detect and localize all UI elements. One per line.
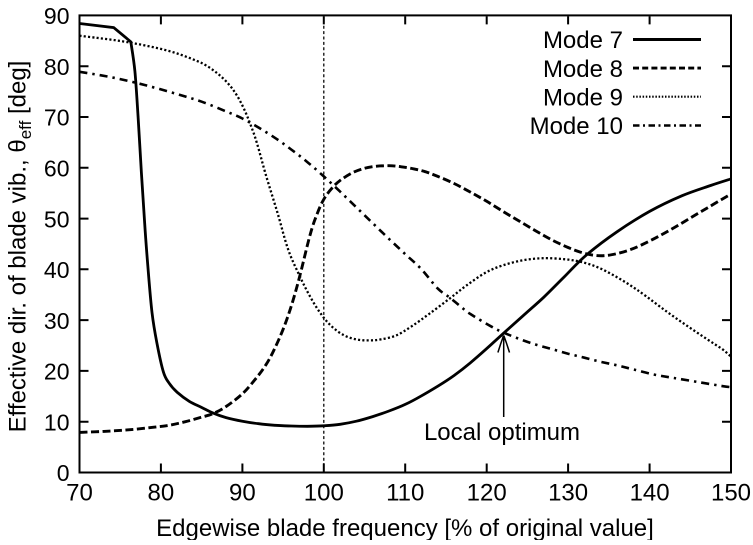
svg-text:80: 80 — [44, 54, 70, 80]
svg-text:Mode 8: Mode 8 — [543, 56, 623, 83]
svg-text:Mode 7: Mode 7 — [543, 27, 623, 54]
svg-text:Edgewise blade frequency [% of: Edgewise blade frequency [% of original … — [156, 515, 654, 540]
svg-text:0: 0 — [57, 460, 70, 486]
svg-text:Effective dir. of blade vib.,: Effective dir. of blade vib., θeff [deg] — [5, 61, 36, 433]
svg-text:90: 90 — [229, 480, 256, 507]
svg-text:140: 140 — [630, 480, 670, 507]
svg-text:70: 70 — [44, 105, 70, 131]
svg-text:90: 90 — [44, 3, 70, 29]
svg-text:40: 40 — [44, 257, 70, 283]
svg-text:80: 80 — [148, 480, 175, 507]
svg-text:10: 10 — [44, 410, 70, 436]
svg-text:20: 20 — [44, 359, 70, 385]
svg-text:60: 60 — [44, 156, 70, 182]
svg-text:70: 70 — [66, 480, 93, 507]
svg-text:130: 130 — [548, 480, 588, 507]
svg-text:50: 50 — [44, 206, 70, 232]
svg-text:120: 120 — [467, 480, 507, 507]
svg-text:Mode 9: Mode 9 — [543, 85, 623, 112]
svg-text:110: 110 — [386, 480, 424, 507]
svg-text:Mode 10: Mode 10 — [530, 113, 623, 140]
svg-text:30: 30 — [44, 308, 70, 334]
svg-text:100: 100 — [304, 480, 344, 507]
svg-text:150: 150 — [711, 480, 751, 507]
svg-text:Local optimum: Local optimum — [424, 419, 580, 446]
